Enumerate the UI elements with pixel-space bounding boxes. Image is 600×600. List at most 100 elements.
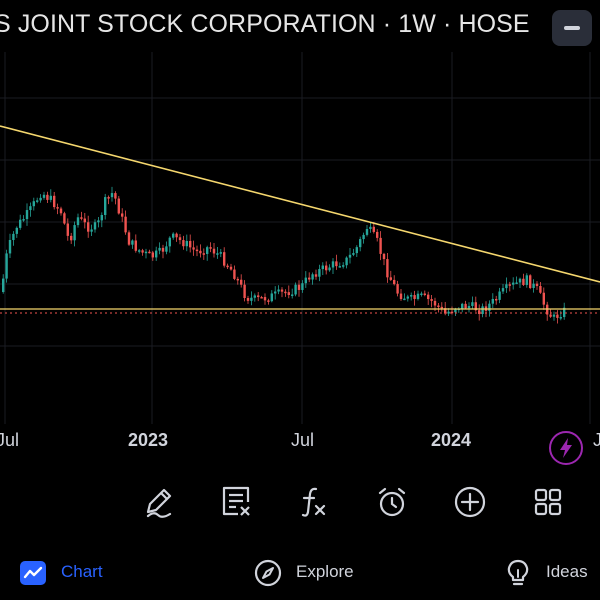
candle-body bbox=[226, 265, 229, 268]
candle-body bbox=[49, 195, 52, 200]
drawing-toolbar bbox=[0, 474, 600, 530]
candle-body bbox=[501, 288, 505, 292]
collapse-button[interactable] bbox=[552, 10, 592, 46]
candle-body bbox=[199, 250, 202, 254]
candle-body bbox=[148, 251, 151, 254]
candle-body bbox=[253, 295, 256, 298]
descending-trendline[interactable] bbox=[0, 125, 600, 283]
candle-body bbox=[335, 261, 338, 267]
pen-icon bbox=[146, 488, 172, 518]
candle-body bbox=[93, 222, 97, 230]
candle-body bbox=[440, 306, 443, 309]
candle-body bbox=[393, 279, 396, 285]
candle-body bbox=[467, 305, 471, 309]
indicators-button[interactable] bbox=[292, 474, 336, 530]
candle-body bbox=[420, 293, 423, 296]
candle-body bbox=[39, 197, 42, 201]
add-button[interactable] bbox=[448, 474, 492, 530]
compass-icon bbox=[253, 558, 283, 588]
candle-body bbox=[321, 265, 324, 270]
candle-body bbox=[87, 222, 90, 232]
candle-body bbox=[236, 278, 239, 281]
candle-body bbox=[36, 200, 39, 202]
draw-tool-button[interactable] bbox=[136, 474, 180, 530]
candle-body bbox=[348, 254, 352, 258]
candle-body bbox=[556, 314, 559, 318]
lightning-button[interactable] bbox=[549, 431, 583, 465]
candle-body bbox=[240, 279, 243, 285]
candle-body bbox=[403, 298, 406, 301]
candle-body bbox=[25, 210, 29, 220]
time-label-jul-2022: Jul bbox=[0, 430, 20, 450]
object-tree-icon bbox=[222, 486, 250, 516]
nav-chart[interactable]: Chart bbox=[18, 544, 118, 600]
price-chart[interactable] bbox=[0, 52, 600, 460]
lightning-icon bbox=[560, 438, 572, 458]
candle-body bbox=[219, 252, 222, 254]
candle-body bbox=[427, 294, 430, 300]
object-tree-button[interactable] bbox=[214, 474, 258, 530]
candle-body bbox=[32, 201, 35, 207]
candle-body bbox=[423, 293, 426, 296]
nav-chart-label: Chart bbox=[61, 562, 103, 581]
candle-body bbox=[59, 208, 63, 214]
candle-body bbox=[175, 233, 178, 238]
candle-body bbox=[542, 292, 545, 305]
layout-grid-icon bbox=[534, 488, 562, 516]
time-label-jul-2023: Jul bbox=[291, 430, 315, 450]
chart-icon bbox=[18, 558, 48, 588]
candle-body bbox=[362, 234, 365, 240]
candle-body bbox=[243, 284, 246, 298]
candle-body bbox=[138, 250, 141, 252]
candle-body bbox=[345, 257, 348, 266]
symbol-title[interactable]: S JOINT STOCK CORPORATION · 1W · HOSE bbox=[0, 10, 530, 38]
candle-body bbox=[495, 298, 498, 301]
candle-body bbox=[151, 252, 154, 258]
candle-body bbox=[304, 277, 307, 284]
candle-body bbox=[291, 294, 294, 296]
candle-body bbox=[178, 237, 182, 241]
candle-body bbox=[263, 297, 267, 301]
candle-body bbox=[216, 253, 219, 255]
chart-header: S JOINT STOCK CORPORATION · 1W · HOSE bbox=[0, 0, 600, 52]
alert-button[interactable] bbox=[370, 474, 414, 530]
candle-body bbox=[308, 277, 311, 280]
time-label-next: J bbox=[593, 430, 600, 450]
candle-body bbox=[63, 213, 66, 224]
candle-body bbox=[355, 247, 358, 254]
candle-body bbox=[325, 265, 328, 271]
candle-body bbox=[563, 307, 566, 318]
candle-body bbox=[532, 283, 535, 288]
candle-body bbox=[172, 233, 175, 238]
candle-body bbox=[352, 253, 355, 255]
candle-body bbox=[396, 284, 399, 294]
candle-body bbox=[471, 302, 474, 306]
candle-body bbox=[372, 226, 375, 232]
candle-body bbox=[447, 311, 450, 314]
candle-body bbox=[376, 231, 379, 238]
candle-body bbox=[365, 229, 369, 235]
chart-pane[interactable]: Jul 2023 Jul 2024 J bbox=[0, 52, 600, 465]
candle-body bbox=[498, 291, 501, 300]
nav-explore[interactable]: Explore bbox=[253, 544, 363, 600]
nav-ideas-label: Ideas bbox=[546, 562, 588, 581]
candle-body bbox=[297, 284, 301, 290]
candle-body bbox=[257, 295, 260, 298]
nav-ideas[interactable]: Ideas bbox=[503, 544, 600, 600]
layout-button[interactable] bbox=[526, 474, 570, 530]
candle-body bbox=[535, 283, 539, 286]
candle-body bbox=[294, 284, 297, 295]
candle-body bbox=[481, 306, 484, 314]
candle-body bbox=[277, 289, 280, 292]
candle-body bbox=[280, 289, 284, 292]
alert-clock-icon bbox=[378, 487, 406, 517]
candle-body bbox=[165, 246, 168, 252]
candle-body bbox=[22, 219, 25, 221]
minus-icon bbox=[564, 26, 580, 30]
candle-body bbox=[478, 310, 481, 314]
candle-body bbox=[525, 275, 528, 285]
candle-body bbox=[444, 308, 447, 314]
candle-body bbox=[66, 223, 69, 236]
candle-body bbox=[12, 233, 15, 241]
candle-body bbox=[206, 247, 209, 254]
